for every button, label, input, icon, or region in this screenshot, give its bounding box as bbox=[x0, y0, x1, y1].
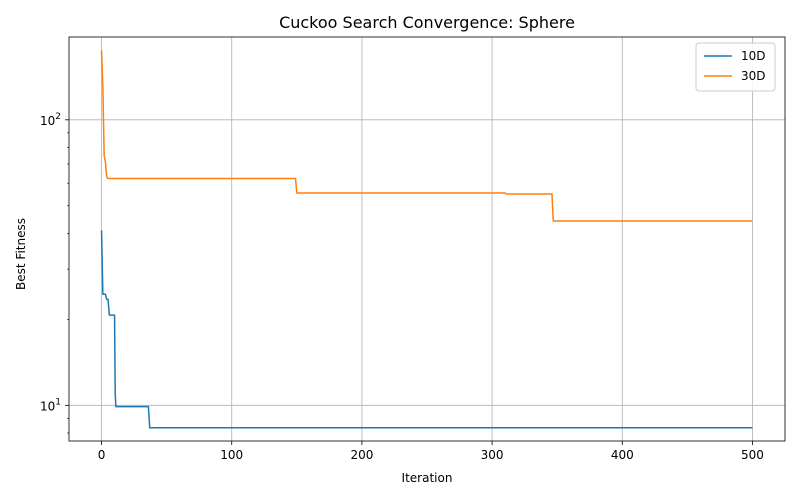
x-axis-label: Iteration bbox=[402, 471, 453, 485]
x-tick-label: 300 bbox=[481, 448, 504, 462]
grid bbox=[69, 37, 785, 441]
x-axis-ticks: 0 100 200 300 400 500 bbox=[98, 441, 764, 462]
chart-title: Cuckoo Search Convergence: Sphere bbox=[279, 13, 575, 32]
x-tick-label: 400 bbox=[611, 448, 634, 462]
y-axis-ticks: 101 102 bbox=[40, 112, 69, 434]
series-lines bbox=[100, 50, 753, 429]
legend-label-10d: 10D bbox=[741, 49, 766, 63]
series-line-10d bbox=[100, 230, 753, 429]
x-tick-label: 200 bbox=[350, 448, 373, 462]
x-tick-label: 500 bbox=[741, 448, 764, 462]
series-line-30d bbox=[100, 50, 753, 222]
y-tick-label: 101 bbox=[40, 397, 61, 413]
y-axis-label: Best Fitness bbox=[14, 218, 28, 290]
x-tick-label: 100 bbox=[220, 448, 243, 462]
x-tick-label: 0 bbox=[98, 448, 106, 462]
plot-frame bbox=[68, 36, 786, 442]
legend-box bbox=[695, 42, 776, 92]
legend-label-30d: 30D bbox=[741, 69, 766, 83]
y-tick-label: 102 bbox=[40, 112, 61, 128]
